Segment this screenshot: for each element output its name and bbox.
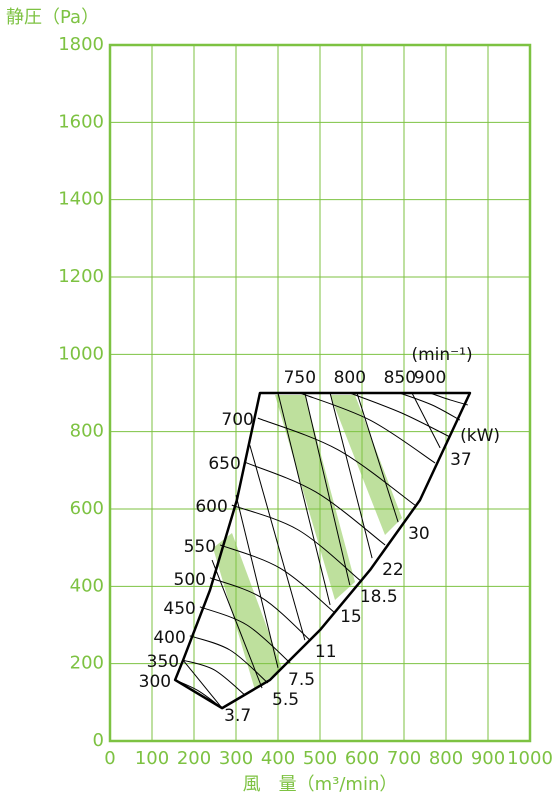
speed-label: 550: [184, 537, 216, 557]
band: [213, 533, 282, 690]
envelope: [173, 391, 472, 710]
speed-curve: [209, 577, 311, 641]
y-tick-label: 1600: [58, 111, 104, 132]
speed-curve: [231, 504, 361, 581]
x-tick-label: 900: [471, 748, 505, 769]
x-tick-label: 0: [104, 748, 115, 769]
speed-curve: [349, 392, 451, 438]
power-label: 5.5: [272, 690, 299, 710]
y-tick-label: 400: [70, 575, 104, 596]
y-axis-title: 静圧（Pa）: [6, 7, 99, 28]
y-tick-label: 1000: [58, 343, 104, 364]
power-line: [356, 392, 399, 523]
x-tick-label: 600: [345, 748, 379, 769]
speed-unit: (min⁻¹): [411, 345, 472, 365]
speed-label: 650: [208, 454, 240, 474]
power-label: 30: [408, 524, 430, 544]
speed-curve: [219, 544, 336, 614]
speed-label: 700: [221, 410, 253, 430]
speed-curve: [429, 392, 468, 406]
power-label: 15: [340, 607, 362, 627]
power-unit: (kW): [460, 426, 500, 446]
x-tick-label: 100: [135, 748, 169, 769]
speed-label: 750: [284, 368, 316, 388]
power-label: 22: [382, 560, 404, 580]
power-label: 37: [450, 450, 472, 470]
power-label: 18.5: [360, 587, 398, 607]
plot-frame: [108, 43, 532, 743]
speed-curve: [182, 659, 246, 696]
power-line: [249, 445, 306, 641]
speed-label: 450: [163, 599, 195, 619]
x-tick-label: 300: [219, 748, 253, 769]
speed-label: 300: [139, 672, 171, 692]
y-tick-label: 200: [70, 653, 104, 674]
power-label: 11: [315, 642, 337, 662]
x-axis-title: 風 量（m³/min）: [243, 774, 398, 795]
y-tick-label: 1200: [58, 266, 104, 287]
speed-label: 600: [195, 497, 227, 517]
power-label: 3.7: [224, 706, 251, 726]
band: [330, 395, 402, 535]
speed-curve: [399, 392, 461, 421]
speed-label: 900: [414, 368, 446, 388]
x-tick-label: 500: [303, 748, 337, 769]
power-line: [329, 392, 373, 559]
power-line: [235, 494, 279, 669]
speed-curve: [189, 635, 269, 684]
speed-label: 800: [334, 368, 366, 388]
x-tick-label: 1000: [507, 748, 553, 769]
x-tick-label: 800: [429, 748, 463, 769]
speed-curve: [257, 417, 416, 506]
x-tick-label: 200: [177, 748, 211, 769]
speed-curve: [244, 461, 386, 546]
speed-label: 350: [147, 652, 179, 672]
power-label: 7.5: [288, 670, 315, 690]
x-tick-label: 700: [387, 748, 421, 769]
power-line: [182, 659, 223, 709]
y-tick-label: 1800: [58, 34, 104, 55]
y-tick-label: 600: [70, 498, 104, 519]
band: [275, 395, 355, 600]
power-line: [304, 392, 351, 586]
x-tick-label: 400: [261, 748, 295, 769]
y-tick-label: 0: [93, 730, 104, 751]
speed-curve: [199, 606, 291, 664]
speed-curve: [299, 392, 436, 464]
y-tick-label: 800: [70, 421, 104, 442]
y-tick-label: 1400: [58, 189, 104, 210]
speed-label: 400: [153, 628, 185, 648]
power-line: [411, 392, 441, 449]
speed-label: 850: [384, 368, 416, 388]
speed-label: 500: [174, 570, 206, 590]
